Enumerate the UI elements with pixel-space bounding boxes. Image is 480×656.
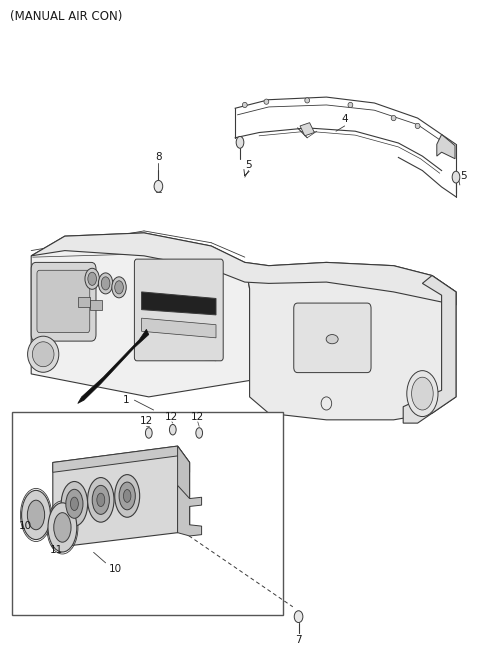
Bar <box>90 300 102 310</box>
Text: 1: 1 <box>123 395 130 405</box>
Ellipse shape <box>305 98 310 103</box>
Ellipse shape <box>169 424 176 435</box>
Ellipse shape <box>88 272 96 285</box>
Polygon shape <box>437 134 455 159</box>
Text: 10: 10 <box>18 521 32 531</box>
Polygon shape <box>142 292 216 315</box>
Polygon shape <box>403 276 456 423</box>
Ellipse shape <box>115 281 123 294</box>
Polygon shape <box>178 485 202 536</box>
Text: 4: 4 <box>341 114 348 125</box>
Text: 11: 11 <box>50 544 63 555</box>
Ellipse shape <box>236 136 244 148</box>
Ellipse shape <box>87 478 114 522</box>
Ellipse shape <box>115 475 140 517</box>
Ellipse shape <box>411 377 433 410</box>
FancyBboxPatch shape <box>134 259 223 361</box>
Text: 8: 8 <box>155 152 162 163</box>
FancyBboxPatch shape <box>31 262 96 341</box>
Text: 7: 7 <box>295 634 302 645</box>
Ellipse shape <box>119 482 135 510</box>
Ellipse shape <box>196 428 203 438</box>
Ellipse shape <box>98 273 113 294</box>
Ellipse shape <box>154 180 163 192</box>
Ellipse shape <box>27 500 45 530</box>
Polygon shape <box>78 329 149 403</box>
Polygon shape <box>31 233 456 305</box>
Ellipse shape <box>71 497 78 510</box>
Text: 5: 5 <box>460 171 467 181</box>
Polygon shape <box>300 123 314 136</box>
Text: 12: 12 <box>165 411 179 422</box>
Ellipse shape <box>415 123 420 129</box>
Ellipse shape <box>348 102 353 108</box>
Ellipse shape <box>101 277 110 290</box>
Ellipse shape <box>264 99 269 104</box>
Polygon shape <box>245 262 456 420</box>
Ellipse shape <box>27 336 59 373</box>
FancyBboxPatch shape <box>12 412 283 615</box>
Text: 12: 12 <box>140 416 153 426</box>
Polygon shape <box>53 446 190 472</box>
Polygon shape <box>53 446 190 548</box>
Text: 12: 12 <box>191 411 204 422</box>
Ellipse shape <box>66 489 83 518</box>
Ellipse shape <box>112 277 126 298</box>
Ellipse shape <box>48 502 77 552</box>
Ellipse shape <box>452 171 460 183</box>
Text: 5: 5 <box>245 160 252 171</box>
Polygon shape <box>142 318 216 338</box>
Polygon shape <box>178 446 190 533</box>
Ellipse shape <box>97 493 105 506</box>
Text: (MANUAL AIR CON): (MANUAL AIR CON) <box>10 10 122 23</box>
Polygon shape <box>31 233 250 397</box>
Ellipse shape <box>85 268 99 289</box>
Ellipse shape <box>242 102 247 108</box>
Ellipse shape <box>294 611 303 623</box>
Text: 10: 10 <box>108 564 122 575</box>
Ellipse shape <box>54 513 71 542</box>
Bar <box>78 297 90 307</box>
Ellipse shape <box>326 335 338 344</box>
Ellipse shape <box>407 371 438 417</box>
FancyBboxPatch shape <box>294 303 371 373</box>
Ellipse shape <box>92 485 109 514</box>
Ellipse shape <box>145 428 152 438</box>
FancyBboxPatch shape <box>37 270 90 333</box>
Ellipse shape <box>22 491 50 539</box>
Ellipse shape <box>61 482 88 526</box>
Ellipse shape <box>32 342 54 367</box>
Ellipse shape <box>123 489 131 502</box>
Ellipse shape <box>391 115 396 121</box>
